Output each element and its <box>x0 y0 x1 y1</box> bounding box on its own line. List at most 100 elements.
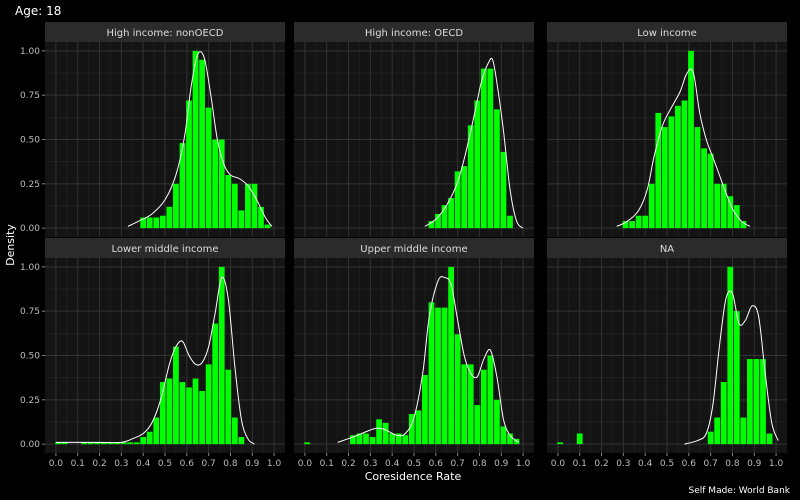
histogram-bar <box>675 105 681 229</box>
histogram-bar <box>212 323 219 445</box>
x-tick-label: 0.9 <box>245 459 260 469</box>
density-curve <box>684 290 779 445</box>
histogram-bar <box>622 221 629 229</box>
x-tick-label: 0.1 <box>573 459 587 469</box>
histogram-bar <box>205 107 212 229</box>
histogram-bar <box>714 183 721 229</box>
x-tick-label: 0.9 <box>747 459 762 469</box>
histogram-bar <box>186 100 192 229</box>
y-tick-label: 0.75 <box>20 307 40 317</box>
y-tick-label: 1.00 <box>20 263 40 273</box>
histogram-bar <box>81 442 88 445</box>
histogram-bar <box>474 405 481 445</box>
histogram-bar <box>435 213 441 229</box>
histogram-bar <box>402 435 409 445</box>
histogram-bar <box>218 266 225 445</box>
histogram-bar <box>55 442 61 445</box>
histogram-bar <box>251 183 258 229</box>
histogram-bar <box>415 410 422 445</box>
density-curve <box>337 276 520 443</box>
histogram-bar <box>101 442 107 445</box>
histogram-bar <box>448 198 454 229</box>
histogram-bar <box>507 433 513 445</box>
facet-strip <box>45 22 285 42</box>
histogram-bar <box>753 359 760 445</box>
facet-strip <box>294 238 534 258</box>
x-tick-label: 1.0 <box>267 459 282 469</box>
histogram-bar <box>369 437 376 445</box>
histogram-bar <box>140 437 147 445</box>
histogram-bar <box>153 417 160 445</box>
y-tick-label: 0.25 <box>20 396 40 406</box>
x-tick-label: 1.0 <box>516 459 531 469</box>
facet-strip-label: High income: OECD <box>365 28 464 39</box>
y-tick-label: 1.00 <box>20 47 40 57</box>
histogram-bar <box>467 125 474 229</box>
x-tick-label: 0.1 <box>320 459 334 469</box>
x-tick-label: 0.4 <box>136 459 151 469</box>
histogram-bar <box>231 417 238 445</box>
facet-strip-label: High income: nonOECD <box>106 28 223 39</box>
histogram-bar <box>114 442 120 445</box>
x-tick-label: 0.1 <box>71 459 85 469</box>
histogram-bar <box>707 431 714 445</box>
histogram-bar <box>192 50 199 229</box>
facet-strip-label: Low income <box>637 28 697 39</box>
histogram-bar <box>245 183 251 229</box>
facet-strip-label: NA <box>660 244 674 255</box>
histogram-bar <box>428 221 435 229</box>
histogram-bar <box>454 171 461 229</box>
histogram-bar <box>205 364 212 445</box>
histogram-bar <box>454 334 461 445</box>
histogram-bar <box>153 217 160 229</box>
histogram-bar <box>225 174 232 229</box>
histogram-bar <box>422 375 428 445</box>
histogram-bar <box>448 266 454 445</box>
facet-panel: NA 0.0 0.1 0.2 0.3 0.4 0.5 0.6 0.7 0.8 0.9 1.0 <box>547 238 787 469</box>
y-tick-label: 0.50 <box>20 136 40 146</box>
density-curve <box>616 68 751 227</box>
x-tick-label: 0.9 <box>494 459 509 469</box>
density-curve <box>127 51 273 227</box>
histogram-bar <box>747 359 753 445</box>
histogram-bar <box>720 382 727 445</box>
x-tick-label: 0.5 <box>158 459 172 469</box>
histogram-bar <box>467 364 474 445</box>
x-tick-label: 1.0 <box>769 459 784 469</box>
x-tick-label: 0.5 <box>660 459 674 469</box>
histogram-bar <box>192 378 199 445</box>
x-tick-label: 0.6 <box>429 459 444 469</box>
x-tick-label: 0.2 <box>92 459 106 469</box>
histogram-bar <box>140 217 147 229</box>
histogram-bar <box>356 433 363 445</box>
histogram-bar <box>428 302 435 445</box>
histogram-bar <box>642 215 649 229</box>
x-tick-label: 0.0 <box>298 459 313 469</box>
x-tick-label: 0.2 <box>594 459 608 469</box>
y-tick-label: 0.50 <box>20 352 40 362</box>
histogram-bar <box>231 183 238 229</box>
histogram-bar <box>740 221 747 229</box>
histogram-bar <box>166 206 173 229</box>
facet-strip <box>45 238 285 258</box>
histogram-bar <box>225 369 232 445</box>
x-tick-label: 0.4 <box>385 459 400 469</box>
histogram-bar <box>61 442 68 445</box>
histogram-bar <box>120 442 127 445</box>
histogram-bar <box>714 417 721 445</box>
y-tick-label: 0.75 <box>20 91 40 101</box>
density-curve <box>55 276 255 445</box>
histogram-bar <box>146 431 153 445</box>
histogram-bar <box>648 183 655 229</box>
histogram-bar <box>720 183 727 229</box>
facet-strip <box>294 22 534 42</box>
histogram-bar <box>694 127 701 229</box>
histogram-bar <box>212 139 219 229</box>
x-tick-label: 0.4 <box>638 459 653 469</box>
histogram-bar <box>441 205 448 229</box>
histogram-bar <box>304 442 310 445</box>
histogram-bar <box>376 419 382 445</box>
facet-panel: Low income <box>547 22 787 237</box>
facets-layer: High income: nonOECD0.000.250.500.751.00… <box>20 22 787 469</box>
